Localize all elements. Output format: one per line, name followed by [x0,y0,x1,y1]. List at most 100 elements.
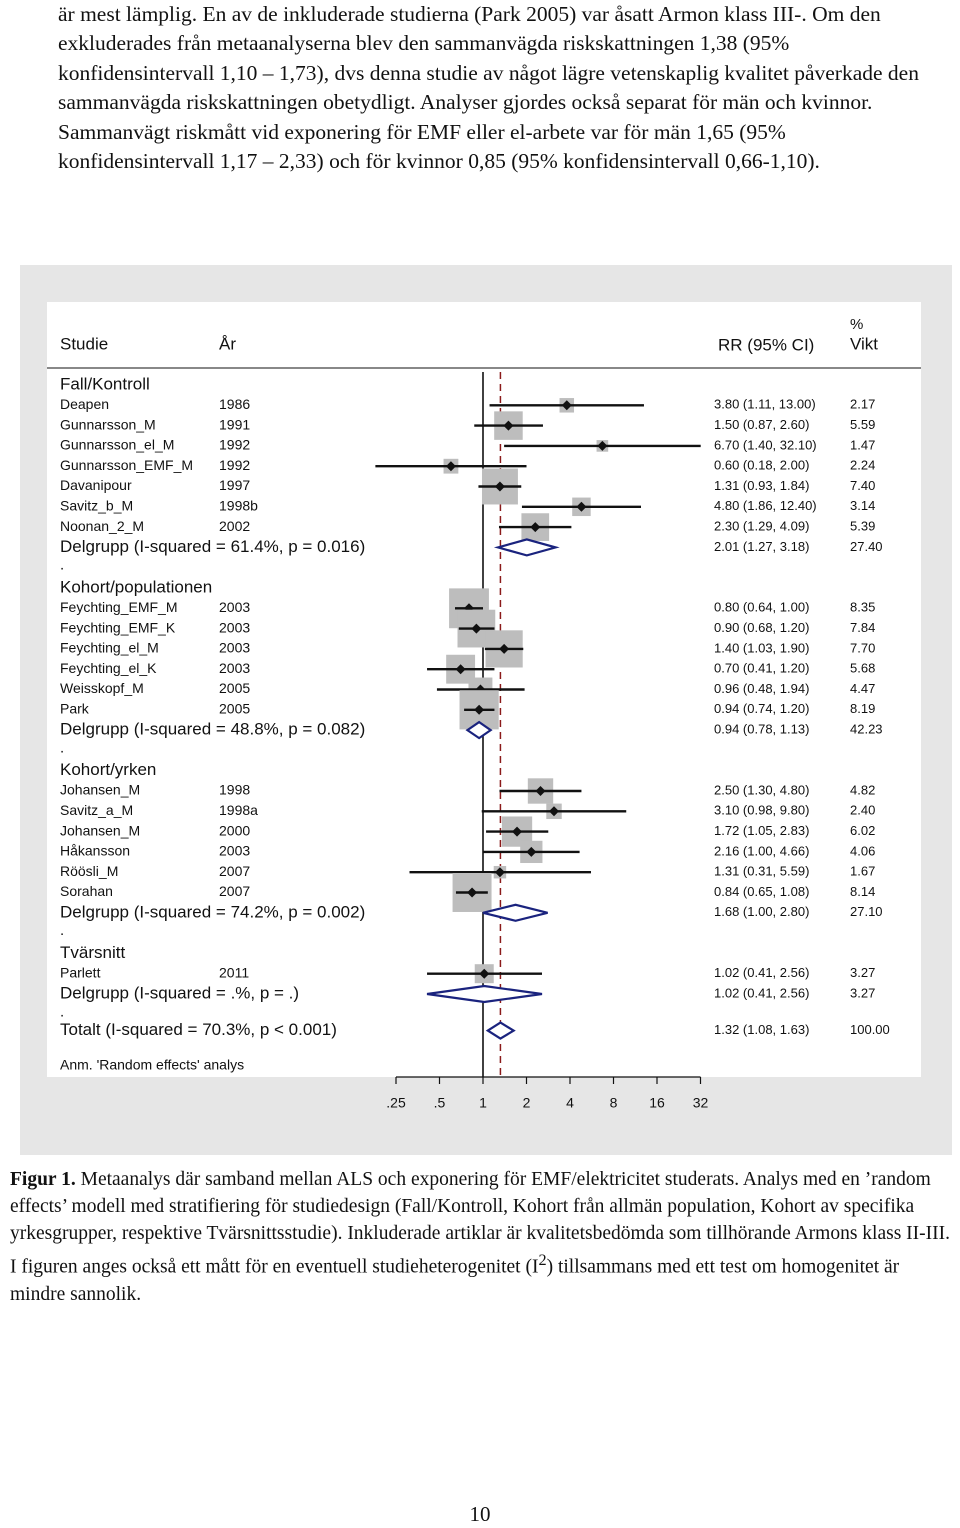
study-ci-text: 3.10 (0.98, 9.80) [714,803,809,818]
study-year: 1992 [219,457,250,473]
study-year: 2005 [219,680,250,696]
subtotal-ci-text: 1.02 (0.41, 2.56) [714,985,809,1000]
study-ci-text: 3.80 (1.11, 13.00) [714,397,816,412]
study-year: 2003 [219,660,250,676]
study-ci-text: 1.50 (0.87, 2.60) [714,417,809,432]
study-weight-text: 5.68 [850,661,875,676]
point-estimate [467,887,478,898]
study-name: Gunnarsson_M [60,416,156,432]
study-year: 1998b [219,498,258,514]
study-ci-text: 0.90 (0.68, 1.20) [714,620,809,635]
point-estimate [494,481,505,492]
subtotal-ci-text: 0.94 (0.78, 1.13) [714,722,809,737]
study-year: 2003 [219,843,250,859]
study-name: Feychting_EMF_M [60,599,177,615]
study-name: Gunnarsson_el_M [60,437,174,453]
header-weight: Vikt [850,334,878,353]
header-weight-pct: % [850,316,863,333]
study-name: Röösli_M [60,863,118,879]
point-estimate [494,867,505,878]
point-estimate [549,806,560,817]
study-name: Feychting_EMF_K [60,619,176,635]
study-weight-text: 4.82 [850,782,875,797]
study-weight-text: 3.27 [850,965,875,980]
point-estimate [471,623,482,634]
study-weight-text: 4.47 [850,681,875,696]
point-estimate [445,461,456,472]
subtotal-label: Delgrupp (I-squared = .%, p = .) [60,983,299,1002]
x-tick-label: 8 [610,1095,618,1111]
study-ci-text: 4.80 (1.86, 12.40) [714,498,817,513]
study-ci-text: 0.70 (0.41, 1.20) [714,661,809,676]
study-name: Gunnarsson_EMF_M [60,457,193,473]
subtotal-ci-text: 1.68 (1.00, 2.80) [714,904,809,919]
study-name: Feychting_el_M [60,640,159,656]
study-year: 1998 [219,782,250,798]
study-year: 2007 [219,863,250,879]
study-name: Savitz_b_M [60,498,133,514]
study-weight-text: 6.02 [850,823,875,838]
study-year: 2003 [219,599,250,615]
study-ci-text: 1.31 (0.93, 1.84) [714,478,809,493]
subtotal-diamond [482,903,548,922]
study-ci-text: 0.80 (0.64, 1.00) [714,600,809,615]
study-name: Noonan_2_M [60,518,144,534]
study-name: Davanipour [60,477,132,493]
point-estimate [512,826,523,837]
caption-lead: Figur 1. [10,1169,76,1190]
study-weight-text: 8.35 [850,600,875,615]
point-estimate [474,704,485,715]
study-ci-text: 2.30 (1.29, 4.09) [714,519,809,534]
point-estimate [535,786,546,796]
study-weight-text: 8.19 [850,701,875,716]
figure-caption: Figur 1. Metaanalys där samband mellan A… [10,1166,956,1308]
study-name: Savitz_a_M [60,802,133,818]
subtotal-ci-text: 2.01 (1.27, 3.18) [714,539,809,554]
group-title: Kohort/populationen [60,577,212,596]
point-estimate [561,400,572,411]
group-title: Fall/Kontroll [60,374,150,393]
study-name: Feychting_el_K [60,660,157,676]
study-ci-text: 0.84 (0.65, 1.08) [714,884,809,899]
study-year: 2000 [219,822,250,838]
study-name: Håkansson [60,843,130,859]
x-tick-label: .5 [434,1095,446,1111]
subtotal-label: Delgrupp (I-squared = 61.4%, p = 0.016) [60,537,365,556]
study-ci-text: 1.02 (0.41, 2.56) [714,965,809,980]
study-year: 1991 [219,416,250,432]
page-number: 10 [469,1502,491,1526]
point-estimate [503,420,514,431]
study-weight-text: 3.14 [850,498,875,513]
study-weight-text: 8.14 [850,884,875,899]
group-separator: . [60,739,64,756]
overall-weight-text: 100.00 [850,1022,890,1037]
intro-paragraph: är mest lämplig. En av de inkluderade st… [58,2,919,174]
point-estimate [479,968,490,979]
group-title: Kohort/yrken [60,760,156,779]
study-ci-text: 6.70 (1.40, 32.10) [714,437,817,452]
study-ci-text: 1.31 (0.31, 5.59) [714,864,809,879]
study-name: Johansen_M [60,822,140,838]
study-year: 2011 [219,964,249,980]
x-tick-label: 1 [479,1095,487,1111]
study-year: 2005 [219,701,250,717]
study-name: Weisskopf_M [60,680,144,696]
caption-superscript: 2 [538,1251,547,1269]
study-weight-text: 2.40 [850,803,875,818]
overall-diamond [485,1021,516,1040]
group-title: Tvärsnitt [60,943,125,962]
study-weight-text: 7.84 [850,620,875,635]
subtotal-diamond [493,538,560,557]
study-year: 2003 [219,640,250,656]
subtotal-weight-text: 42.23 [850,722,883,737]
study-weight-text: 1.47 [850,437,875,452]
point-estimate [499,643,510,654]
overall-label: Totalt (I-squared = 70.3%, p < 0.001) [60,1020,337,1039]
study-weight-text: 2.17 [850,397,875,412]
study-name: Park [60,701,90,717]
study-ci-text: 1.72 (1.05, 2.83) [714,823,809,838]
study-ci-text: 0.94 (0.74, 1.20) [714,701,809,716]
study-weight-text: 1.67 [850,864,875,879]
group-separator: . [60,1003,64,1020]
group-separator: . [60,557,64,574]
